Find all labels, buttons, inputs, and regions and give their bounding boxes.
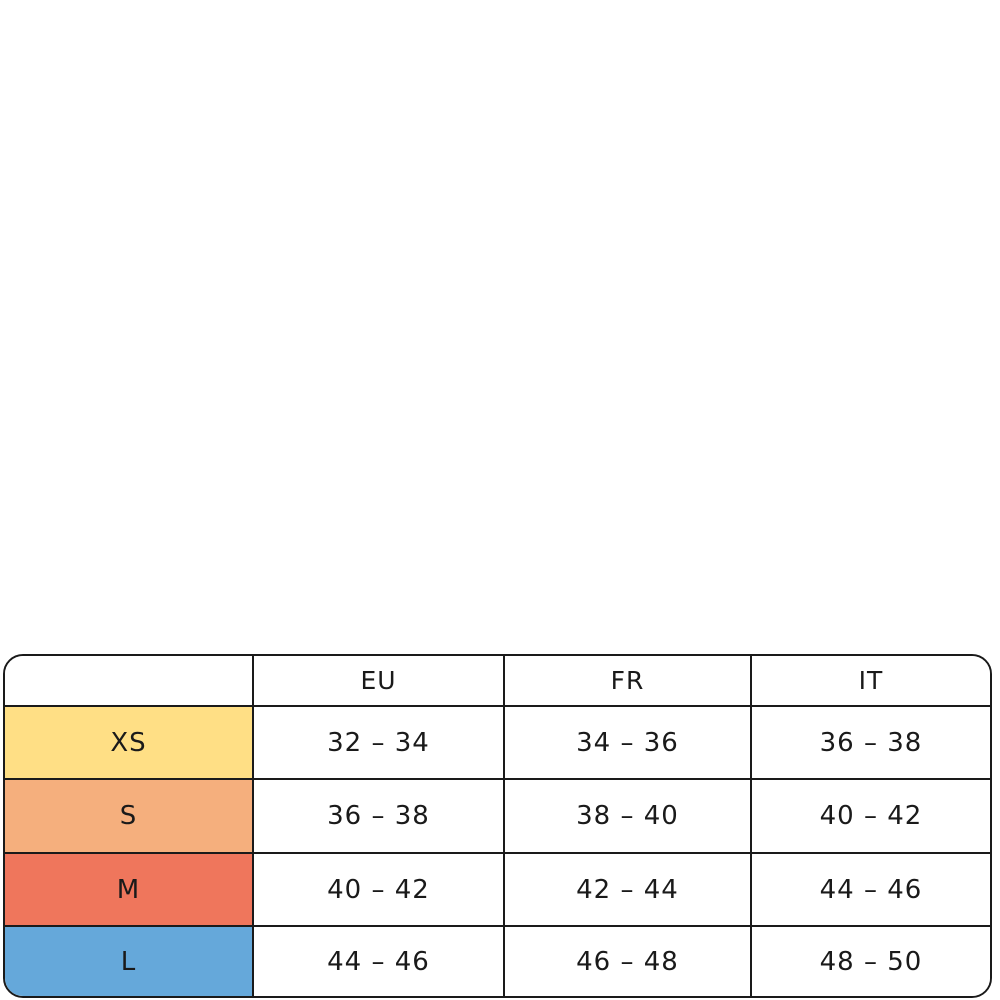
size-value-cell: 36 – 38 [752,707,990,780]
size-label-l: L [5,927,254,996]
size-value-cell: 36 – 38 [254,780,505,854]
column-header-it: IT [752,656,990,707]
size-value-cell: 34 – 36 [505,707,752,780]
size-value-cell: 32 – 34 [254,707,505,780]
column-header-eu: EU [254,656,505,707]
size-label-m: M [5,854,254,927]
size-value-cell: 40 – 42 [254,854,505,927]
header-corner-cell [5,656,254,707]
size-value-cell: 44 – 46 [254,927,505,996]
size-value-cell: 42 – 44 [505,854,752,927]
size-label-s: S [5,780,254,854]
size-value-cell: 38 – 40 [505,780,752,854]
size-value-cell: 46 – 48 [505,927,752,996]
size-chart-table: EU FR IT XS 32 – 34 34 – 36 36 – 38 S 36 – 38 38 … [3,654,992,998]
column-header-fr: FR [505,656,752,707]
size-value-cell: 40 – 42 [752,780,990,854]
size-value-cell: 48 – 50 [752,927,990,996]
size-value-cell: 44 – 46 [752,854,990,927]
size-label-xs: XS [5,707,254,780]
